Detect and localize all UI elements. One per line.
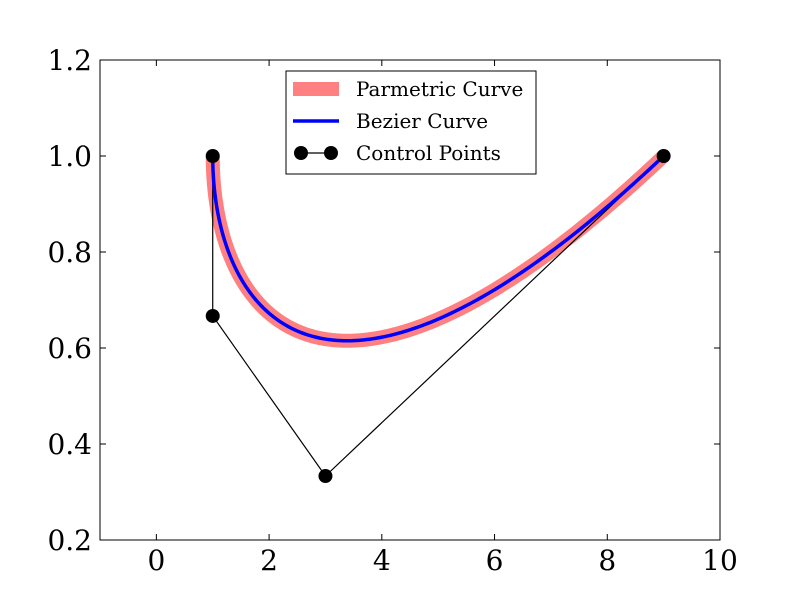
control-point-marker-3 bbox=[318, 469, 333, 484]
curves-layer bbox=[205, 149, 671, 484]
x-tick-label: 10 bbox=[702, 544, 738, 577]
x-tick-label: 8 bbox=[598, 544, 616, 577]
bezier-curve-line bbox=[210, 154, 665, 343]
legend-label-parametric: Parmetric Curve bbox=[356, 77, 523, 101]
plot-frame bbox=[99, 59, 721, 541]
x-tick-label: 0 bbox=[147, 544, 165, 577]
legend-swatch-control-marker bbox=[324, 146, 338, 160]
legend-label-bezier: Bezier Curve bbox=[356, 109, 488, 133]
x-tick-label: 6 bbox=[486, 544, 504, 577]
control-point-marker-4 bbox=[656, 149, 671, 163]
y-tick-label: 0.2 bbox=[47, 524, 92, 557]
ticks-layer: 0 2 4 6 8 10 0.2 0.4 0.6 0.8 1.0 1.2 bbox=[47, 44, 737, 577]
y-tick-label: 0.8 bbox=[47, 236, 92, 269]
y-tick-label: 0.4 bbox=[47, 428, 92, 461]
y-tick-label: 1.0 bbox=[47, 140, 92, 173]
control-polygon-line bbox=[212, 155, 665, 477]
legend-swatch-control-marker bbox=[294, 146, 308, 160]
control-point-marker-1 bbox=[205, 149, 220, 163]
x-tick-label: 2 bbox=[260, 544, 278, 577]
x-tick-label: 4 bbox=[373, 544, 391, 577]
legend-label-control: Control Points bbox=[356, 141, 501, 165]
y-tick-label: 1.2 bbox=[47, 44, 92, 77]
control-point-marker-2 bbox=[205, 308, 220, 323]
legend: Parmetric Curve Bezier Curve Control Point… bbox=[285, 70, 537, 175]
y-tick-label: 0.6 bbox=[47, 332, 92, 365]
